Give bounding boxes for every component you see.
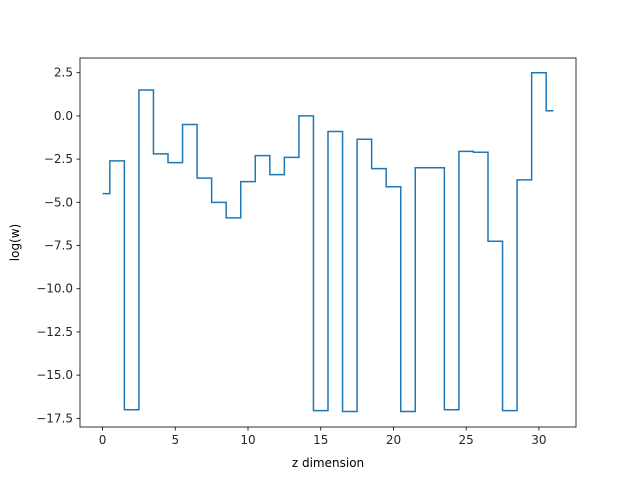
y-tick-label: −17.5 [36,411,73,425]
x-axis-title: z dimension [292,456,364,470]
plot-area [102,71,554,413]
axes-frame [79,57,577,428]
y-axis-title: log(w) [8,224,22,261]
x-tick-label: 10 [240,433,255,447]
x-tick-label: 30 [531,433,546,447]
series-line-0 [102,71,554,413]
y-tick-label: −10.0 [36,282,73,296]
y-tick-label: −5.0 [44,195,73,209]
x-tick-label: 0 [99,433,107,447]
y-tick-label: −12.5 [36,325,73,339]
x-tick-label: 5 [171,433,179,447]
y-tick-label: −2.5 [44,152,73,166]
x-tick-label: 20 [386,433,401,447]
y-tick-label: −15.0 [36,368,73,382]
x-tick-label: 15 [313,433,328,447]
ticks: 0 5 10 15 20 25 30 2.5 0.0 −2.5 −5.0 −7.5 −10.0 −12.5… [36,66,546,447]
x-tick-label: 25 [459,433,474,447]
y-tick-label: 2.5 [54,66,73,80]
y-tick-label: 0.0 [54,109,73,123]
y-tick-label: −7.5 [44,239,73,253]
